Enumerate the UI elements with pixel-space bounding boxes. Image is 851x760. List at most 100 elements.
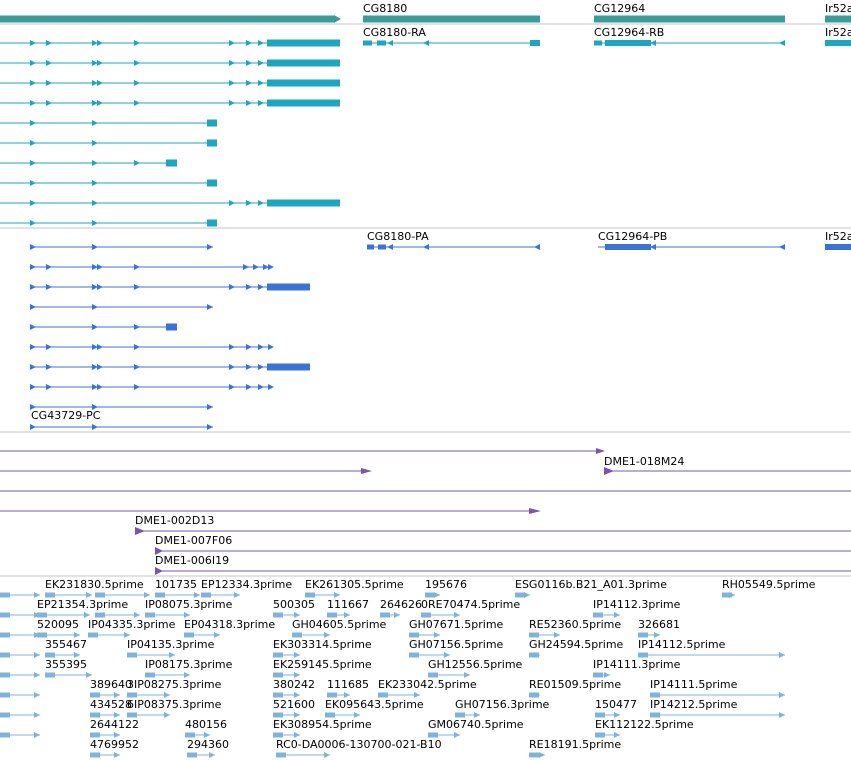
est-label[interactable]: IP14112.3prime (593, 598, 681, 611)
strand-arrow (134, 100, 140, 106)
transcript-label[interactable]: Ir52a (825, 230, 851, 243)
est-label[interactable]: RH05549.5prime (722, 578, 816, 591)
strand-arrow (92, 200, 98, 206)
clone-label[interactable]: DME1-006I19 (155, 554, 230, 567)
est-label[interactable]: 111685 (327, 678, 369, 691)
est-label[interactable]: 434528 (90, 698, 132, 711)
est-label[interactable]: GH07156.3prime (455, 698, 550, 711)
exon-block (605, 244, 651, 250)
est-block (88, 632, 98, 638)
est-block (276, 752, 286, 758)
est-label[interactable]: 2644122 (90, 718, 139, 731)
est-label[interactable]: RE52360.5prime (529, 618, 622, 631)
est-label[interactable]: RE01509.5prime (529, 678, 622, 691)
strand-arrow (97, 344, 103, 350)
gene-label[interactable]: CG12964 (594, 2, 646, 15)
est-label[interactable]: EP21354.3prime (37, 598, 129, 611)
strand-arrow (92, 140, 98, 146)
est-label[interactable]: 521600 (273, 698, 315, 711)
est-label[interactable]: IP08175.3prime (145, 658, 233, 671)
est-label[interactable]: 111667 (327, 598, 369, 611)
transcript-label[interactable]: Ir52a (825, 26, 851, 39)
est-label[interactable]: RC0-DA0006-130700-021-B10 (276, 738, 442, 751)
est-label[interactable]: IP14212.5prime (650, 698, 738, 711)
est-label[interactable]: EP12334.3prime (201, 578, 293, 591)
est-block (37, 612, 47, 618)
est-label[interactable]: 101735 (155, 578, 197, 591)
est-label[interactable]: 500305 (273, 598, 315, 611)
clone-end (596, 448, 605, 454)
est-label[interactable]: 150477 (595, 698, 637, 711)
strand-arrow (92, 344, 98, 350)
strand-arrow (246, 60, 252, 66)
est-label[interactable]: 264626 (380, 598, 422, 611)
transcript-label[interactable]: CG8180-PA (367, 230, 429, 243)
transcript-label[interactable]: CG43729-PC (31, 409, 101, 422)
est-label[interactable]: GH24594.5prime (529, 638, 624, 651)
est-block (0, 712, 10, 718)
est-label[interactable]: GH07671.5prime (409, 618, 504, 631)
est-label[interactable]: GH07156.5prime (409, 638, 504, 651)
est-label[interactable]: 195676 (425, 578, 467, 591)
est-label[interactable]: EK112122.5prime (595, 718, 694, 731)
est-label[interactable]: EK259145.5prime (273, 658, 372, 671)
est-label[interactable]: EK303314.5prime (273, 638, 372, 651)
strand-arrow (423, 244, 429, 250)
clone-label[interactable]: DME1-002D13 (135, 514, 215, 527)
est-label[interactable]: 389640 (90, 678, 132, 691)
est-label[interactable]: 4769952 (90, 738, 139, 751)
exon-block (207, 219, 217, 227)
transcript-label[interactable]: CG8180-RA (363, 26, 426, 39)
est-label[interactable]: IP04335.3prime (88, 618, 176, 631)
est-block (273, 712, 283, 718)
est-label[interactable]: 480156 (185, 718, 227, 731)
est-label[interactable]: 0RE70474.5prime (421, 598, 521, 611)
est-block (273, 612, 283, 618)
est-arrow (114, 732, 120, 738)
est-block (187, 752, 197, 758)
est-label[interactable]: 380242 (273, 678, 315, 691)
est-block (273, 652, 283, 658)
est-label[interactable]: EK231830.5prime (45, 578, 144, 591)
est-label[interactable]: IP04135.3prime (127, 638, 215, 651)
transcript-label[interactable]: CG12964-RB (594, 26, 665, 39)
gene-label[interactable]: CG8180 (363, 2, 408, 15)
est-label[interactable]: GH04605.5prime (292, 618, 387, 631)
est-block (95, 612, 105, 618)
strand-arrow (229, 60, 235, 66)
est-label[interactable]: 6IP08375.3prime (127, 698, 222, 711)
gene-label[interactable]: Ir52a (825, 2, 851, 15)
est-label[interactable]: EK095643.5prime (325, 698, 424, 711)
est-label[interactable]: 355467 (45, 638, 87, 651)
est-label[interactable]: IP08075.3prime (145, 598, 233, 611)
est-label[interactable]: GH12556.5prime (428, 658, 523, 671)
est-label[interactable]: 326681 (638, 618, 680, 631)
est-label[interactable]: 520095 (37, 618, 79, 631)
est-block (455, 712, 465, 718)
clone-label[interactable]: DME1-018M24 (604, 455, 685, 468)
est-label[interactable]: IP14111.5prime (650, 678, 738, 691)
est-label[interactable]: 3IP08275.3prime (127, 678, 222, 691)
est-label[interactable]: EK261305.5prime (305, 578, 404, 591)
est-block (185, 732, 195, 738)
est-block (529, 632, 539, 638)
strand-arrow (46, 100, 52, 106)
est-label[interactable]: ESG0116b.B21_A01.3prime (515, 578, 668, 591)
est-label[interactable]: 294360 (187, 738, 229, 751)
est-label[interactable]: EK308954.5prime (273, 718, 372, 731)
clone-label[interactable]: DME1-007F06 (155, 534, 233, 547)
est-label[interactable]: EK233042.5prime (378, 678, 477, 691)
est-label[interactable]: IP14111.3prime (593, 658, 681, 671)
est-label[interactable]: 355395 (45, 658, 87, 671)
est-label[interactable]: RE18191.5prime (529, 738, 622, 751)
est-arrow (34, 732, 40, 738)
strand-arrow (92, 424, 98, 430)
est-label[interactable]: GM06740.5prime (428, 718, 524, 731)
est-block (273, 672, 283, 678)
est-arrow (464, 672, 470, 678)
est-label[interactable]: EP04318.3prime (184, 618, 276, 631)
est-label[interactable]: IP14112.5prime (638, 638, 726, 651)
transcript-label[interactable]: CG12964-PB (598, 230, 668, 243)
strand-arrow (97, 80, 103, 86)
strand-arrow (92, 324, 98, 330)
